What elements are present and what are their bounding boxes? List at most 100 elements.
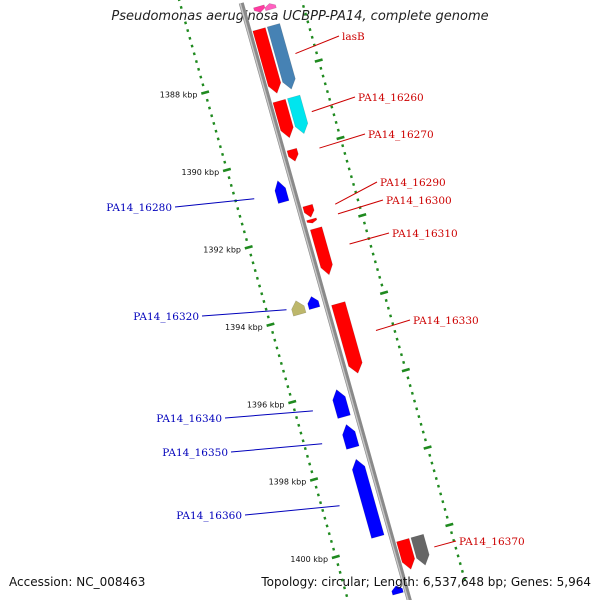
minor-tick (376, 267, 380, 272)
minor-tick (188, 36, 192, 40)
tick-label: 1400 kbp (290, 555, 328, 564)
label-leader-line (434, 540, 457, 548)
minor-tick (439, 492, 443, 496)
minor-tick (186, 29, 190, 33)
minor-tick (391, 322, 395, 326)
label-leader-line (244, 505, 340, 516)
label-leader-line (311, 96, 356, 113)
minor-tick (410, 391, 414, 395)
minor-tick (336, 563, 340, 567)
minor-tick (454, 546, 458, 550)
minor-tick (231, 191, 235, 195)
gene-arrow-pa14-16300 (306, 217, 318, 224)
minor-tick (441, 500, 445, 504)
minor-tick (240, 222, 244, 226)
gene-label: PA14_16370 (459, 536, 525, 548)
gene-arrow-pa14-16360 (351, 458, 385, 539)
minor-tick (303, 446, 307, 451)
gene-arrow-pa14-16290 (302, 203, 315, 218)
minor-tick (421, 430, 425, 434)
gene-arrow-g-16370-partner (410, 533, 430, 566)
minor-tick (345, 159, 349, 163)
label-layer: lasB PA14_16260 PA14_16270 PA14_16280 PA14_1… (106, 31, 524, 548)
gene-arrow-pa14-16270 (286, 147, 299, 162)
minor-tick (395, 337, 399, 341)
major-tick (358, 213, 367, 218)
minor-tick (443, 507, 447, 512)
minor-tick (277, 354, 281, 358)
minor-tick (428, 453, 432, 457)
gene-arrow-pa14-16330 (331, 301, 363, 374)
tick-label: 1398 kbp (269, 478, 307, 487)
label-leader-line (349, 232, 390, 245)
gene-label: PA14_16360 (176, 510, 242, 522)
minor-tick (284, 377, 288, 381)
minor-tick (253, 268, 257, 273)
minor-tick (266, 315, 270, 319)
gene-arrow-g-16320-partner (291, 300, 307, 317)
gene-arrow-g-16260-partner (287, 94, 309, 135)
minor-tick (373, 260, 377, 264)
label-leader-line (319, 133, 366, 149)
gene-arrow-g-top-1 (253, 4, 266, 13)
minor-tick (238, 214, 242, 218)
gene-arrow-lasb (252, 27, 282, 94)
minor-tick (273, 338, 277, 342)
major-tick (309, 477, 319, 482)
minor-tick (423, 438, 427, 442)
minor-tick (328, 97, 332, 101)
gene-arrow-g-lasB-partner (266, 23, 296, 90)
minor-tick (378, 275, 382, 279)
minor-tick (305, 454, 309, 458)
minor-tick (417, 415, 421, 419)
genome-backbone-highlight (239, 2, 409, 600)
minor-tick (352, 182, 356, 186)
minor-tick (306, 20, 310, 24)
minor-tick (310, 35, 314, 39)
minor-tick (264, 307, 268, 311)
gene-layer (252, 3, 430, 596)
gene-label: PA14_16310 (392, 228, 458, 240)
gene-arrow-pa14-16260 (272, 98, 294, 139)
minor-tick (282, 369, 286, 373)
minor-tick (456, 554, 460, 558)
minor-tick (242, 230, 246, 234)
minor-tick (338, 570, 342, 574)
major-tick (401, 367, 411, 373)
minor-tick (262, 299, 266, 304)
gene-arrow-pa14-16350 (342, 424, 360, 450)
label-leader-line (230, 443, 323, 453)
minor-tick (332, 547, 336, 551)
minor-tick (358, 206, 362, 210)
minor-tick (452, 538, 456, 542)
label-leader-line (295, 35, 340, 55)
minor-tick (236, 207, 240, 211)
minor-tick (258, 284, 262, 288)
gene-label: PA14_16340 (156, 413, 222, 425)
label-leader-line (174, 198, 255, 208)
minor-tick (286, 385, 290, 389)
minor-tick (365, 229, 369, 233)
minor-tick (216, 137, 220, 141)
minor-tick (356, 198, 360, 202)
minor-tick (197, 67, 201, 71)
gene-arrow-pa14-16310 (309, 226, 333, 276)
minor-tick (229, 183, 233, 187)
major-tick (379, 290, 389, 296)
minor-tick (312, 43, 316, 47)
minor-tick (308, 462, 312, 466)
gene-label: lasB (342, 31, 365, 43)
minor-tick (279, 361, 283, 365)
genome-summary-text: Topology: circular; Length: 6,537,648 bp… (261, 575, 591, 589)
minor-tick (343, 151, 347, 156)
minor-tick (354, 190, 358, 194)
minor-tick (369, 244, 373, 248)
minor-tick (342, 586, 346, 590)
minor-tick (301, 4, 305, 8)
major-tick (222, 167, 232, 173)
minor-tick (214, 129, 218, 133)
minor-tick (315, 51, 319, 55)
minor-tick (408, 384, 412, 388)
major-tick (331, 554, 340, 560)
